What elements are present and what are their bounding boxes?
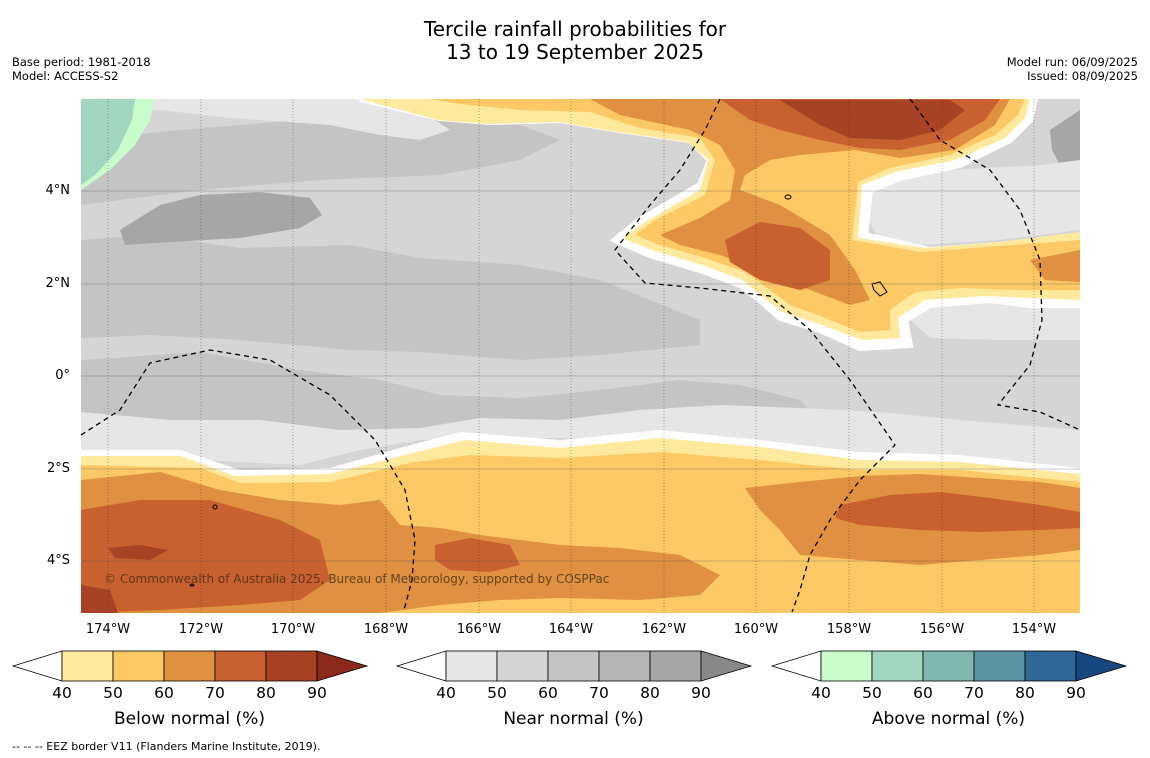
eez-border-central xyxy=(614,98,896,613)
longitude-label: 156°W xyxy=(919,622,965,637)
island-outline xyxy=(784,194,792,200)
below-normal-colorbar-label: Below normal (%) xyxy=(114,709,265,729)
colorbar-segment xyxy=(598,650,651,682)
issued-text: Issued: 08/09/2025 xyxy=(1027,69,1138,83)
colorbar-tick-label: 50 xyxy=(862,684,882,702)
near-normal-colorbar xyxy=(396,650,753,682)
model-run-text: Model run: 06/09/2025 xyxy=(1006,55,1138,69)
colorbar-segment xyxy=(922,650,975,682)
model-text: Model: ACCESS-S2 xyxy=(12,69,119,83)
colorbar-tick-label: 80 xyxy=(1015,684,1035,702)
colorbar-upper-extend xyxy=(700,650,753,682)
colorbar-tick-label: 40 xyxy=(811,684,831,702)
colorbar-tick-label: 80 xyxy=(640,684,660,702)
eez-footnote: -- -- -- EEZ border V11 (Flanders Marine… xyxy=(12,740,321,753)
title-line-1: Tercile rainfall probabilities for xyxy=(423,17,727,41)
island-outline xyxy=(190,583,194,587)
colorbar-tick-label: 90 xyxy=(307,684,327,702)
latitude-label: 4°S xyxy=(46,553,70,568)
colorbar-segment xyxy=(649,650,702,682)
longitude-label: 158°W xyxy=(826,622,872,637)
title-line-2: 13 to 19 September 2025 xyxy=(446,40,704,64)
above-normal-colorbar-label: Above normal (%) xyxy=(871,709,1026,729)
island-outline xyxy=(212,504,218,510)
below-normal-90-region-north xyxy=(780,100,965,140)
below-normal-90-region-corner xyxy=(81,585,118,613)
longitude-label: 162°W xyxy=(641,622,687,637)
colorbar-tick-label: 50 xyxy=(103,684,123,702)
colorbar-segment xyxy=(547,650,600,682)
colorbar-tick-label: 50 xyxy=(487,684,507,702)
latitude-label: 2°N xyxy=(45,276,71,291)
colorbar-upper-extend xyxy=(316,650,369,682)
below-normal-colorbar xyxy=(12,650,369,682)
colorbar-tick-label: 90 xyxy=(691,684,711,702)
colorbar-lower-extend xyxy=(396,650,447,682)
colorbar-segment xyxy=(1024,650,1077,682)
meta-left: Base period: 1981-2018 Model: ACCESS-S2 xyxy=(12,55,151,83)
longitude-label: 172°W xyxy=(178,622,224,637)
colorbar-segment xyxy=(61,650,114,682)
below-normal-80-region-south-mid xyxy=(435,538,520,572)
colorbar-tick-label: 60 xyxy=(913,684,933,702)
longitude-label: 170°W xyxy=(270,622,316,637)
colorbar-lower-extend xyxy=(12,650,63,682)
longitude-label: 166°W xyxy=(456,622,502,637)
colorbar-segment xyxy=(871,650,924,682)
colorbar-tick-label: 60 xyxy=(154,684,174,702)
below-normal-90-region-south xyxy=(108,545,168,560)
island-outline xyxy=(871,281,888,297)
near-normal-80-region xyxy=(120,192,322,245)
base-period-text: Base period: 1981-2018 xyxy=(12,55,151,69)
colorbar-tick-label: 40 xyxy=(52,684,72,702)
below-normal-70-region-north xyxy=(590,99,1010,305)
longitude-label: 160°W xyxy=(733,622,779,637)
longitude-label: 174°W xyxy=(85,622,131,637)
near-normal-40-region-east-2 xyxy=(900,300,1080,340)
longitude-label: 164°W xyxy=(548,622,594,637)
colorbar-segment xyxy=(496,650,549,682)
longitude-label: 168°W xyxy=(363,622,409,637)
colorbar-segment xyxy=(112,650,165,682)
colorbar-segment xyxy=(265,650,318,682)
chart-title: Tercile rainfall probabilities for 13 to… xyxy=(0,18,1150,64)
latitude-label: 0° xyxy=(55,368,70,383)
probability-field xyxy=(81,99,1080,613)
eez-border-west xyxy=(80,349,416,611)
colorbar-tick-label: 40 xyxy=(436,684,456,702)
colorbar-tick-label: 70 xyxy=(964,684,984,702)
colorbar-segment xyxy=(163,650,216,682)
below-normal-70-region-east xyxy=(1030,250,1080,282)
colorbar-tick-label: 90 xyxy=(1066,684,1086,702)
below-normal-80-region-south-west xyxy=(81,500,330,613)
colorbar-segment xyxy=(214,650,267,682)
colorbar-upper-extend xyxy=(1075,650,1128,682)
longitude-label: 154°W xyxy=(1011,622,1057,637)
map-gridlines xyxy=(81,99,1080,613)
colorbar-segment xyxy=(445,650,498,682)
below-normal-80-region-south-east xyxy=(835,492,1080,532)
latitude-label: 2°S xyxy=(46,461,70,476)
near-normal-colorbar-label: Near normal (%) xyxy=(503,709,644,729)
colorbar-tick-label: 70 xyxy=(589,684,609,702)
colorbar-segment xyxy=(820,650,873,682)
colorbar-segment xyxy=(973,650,1026,682)
near-normal-60-region xyxy=(81,235,700,360)
above-normal-colorbar xyxy=(771,650,1128,682)
eez-border-lines xyxy=(80,98,1081,613)
latitude-label: 4°N xyxy=(45,183,71,198)
copyright-text: © Commonwealth of Australia 2025, Bureau… xyxy=(104,572,610,586)
near-normal-40-region-north xyxy=(81,99,450,140)
near-normal-40-region-east xyxy=(865,160,1080,245)
colorbar-lower-extend xyxy=(771,650,822,682)
meta-right: Model run: 06/09/2025 Issued: 08/09/2025 xyxy=(1007,55,1138,83)
below-normal-80-region-central xyxy=(725,222,830,290)
near-normal-40-region-equator xyxy=(81,405,1080,470)
colorbar-tick-label: 60 xyxy=(538,684,558,702)
colorbar-tick-label: 70 xyxy=(205,684,225,702)
colorbar-tick-label: 80 xyxy=(256,684,276,702)
